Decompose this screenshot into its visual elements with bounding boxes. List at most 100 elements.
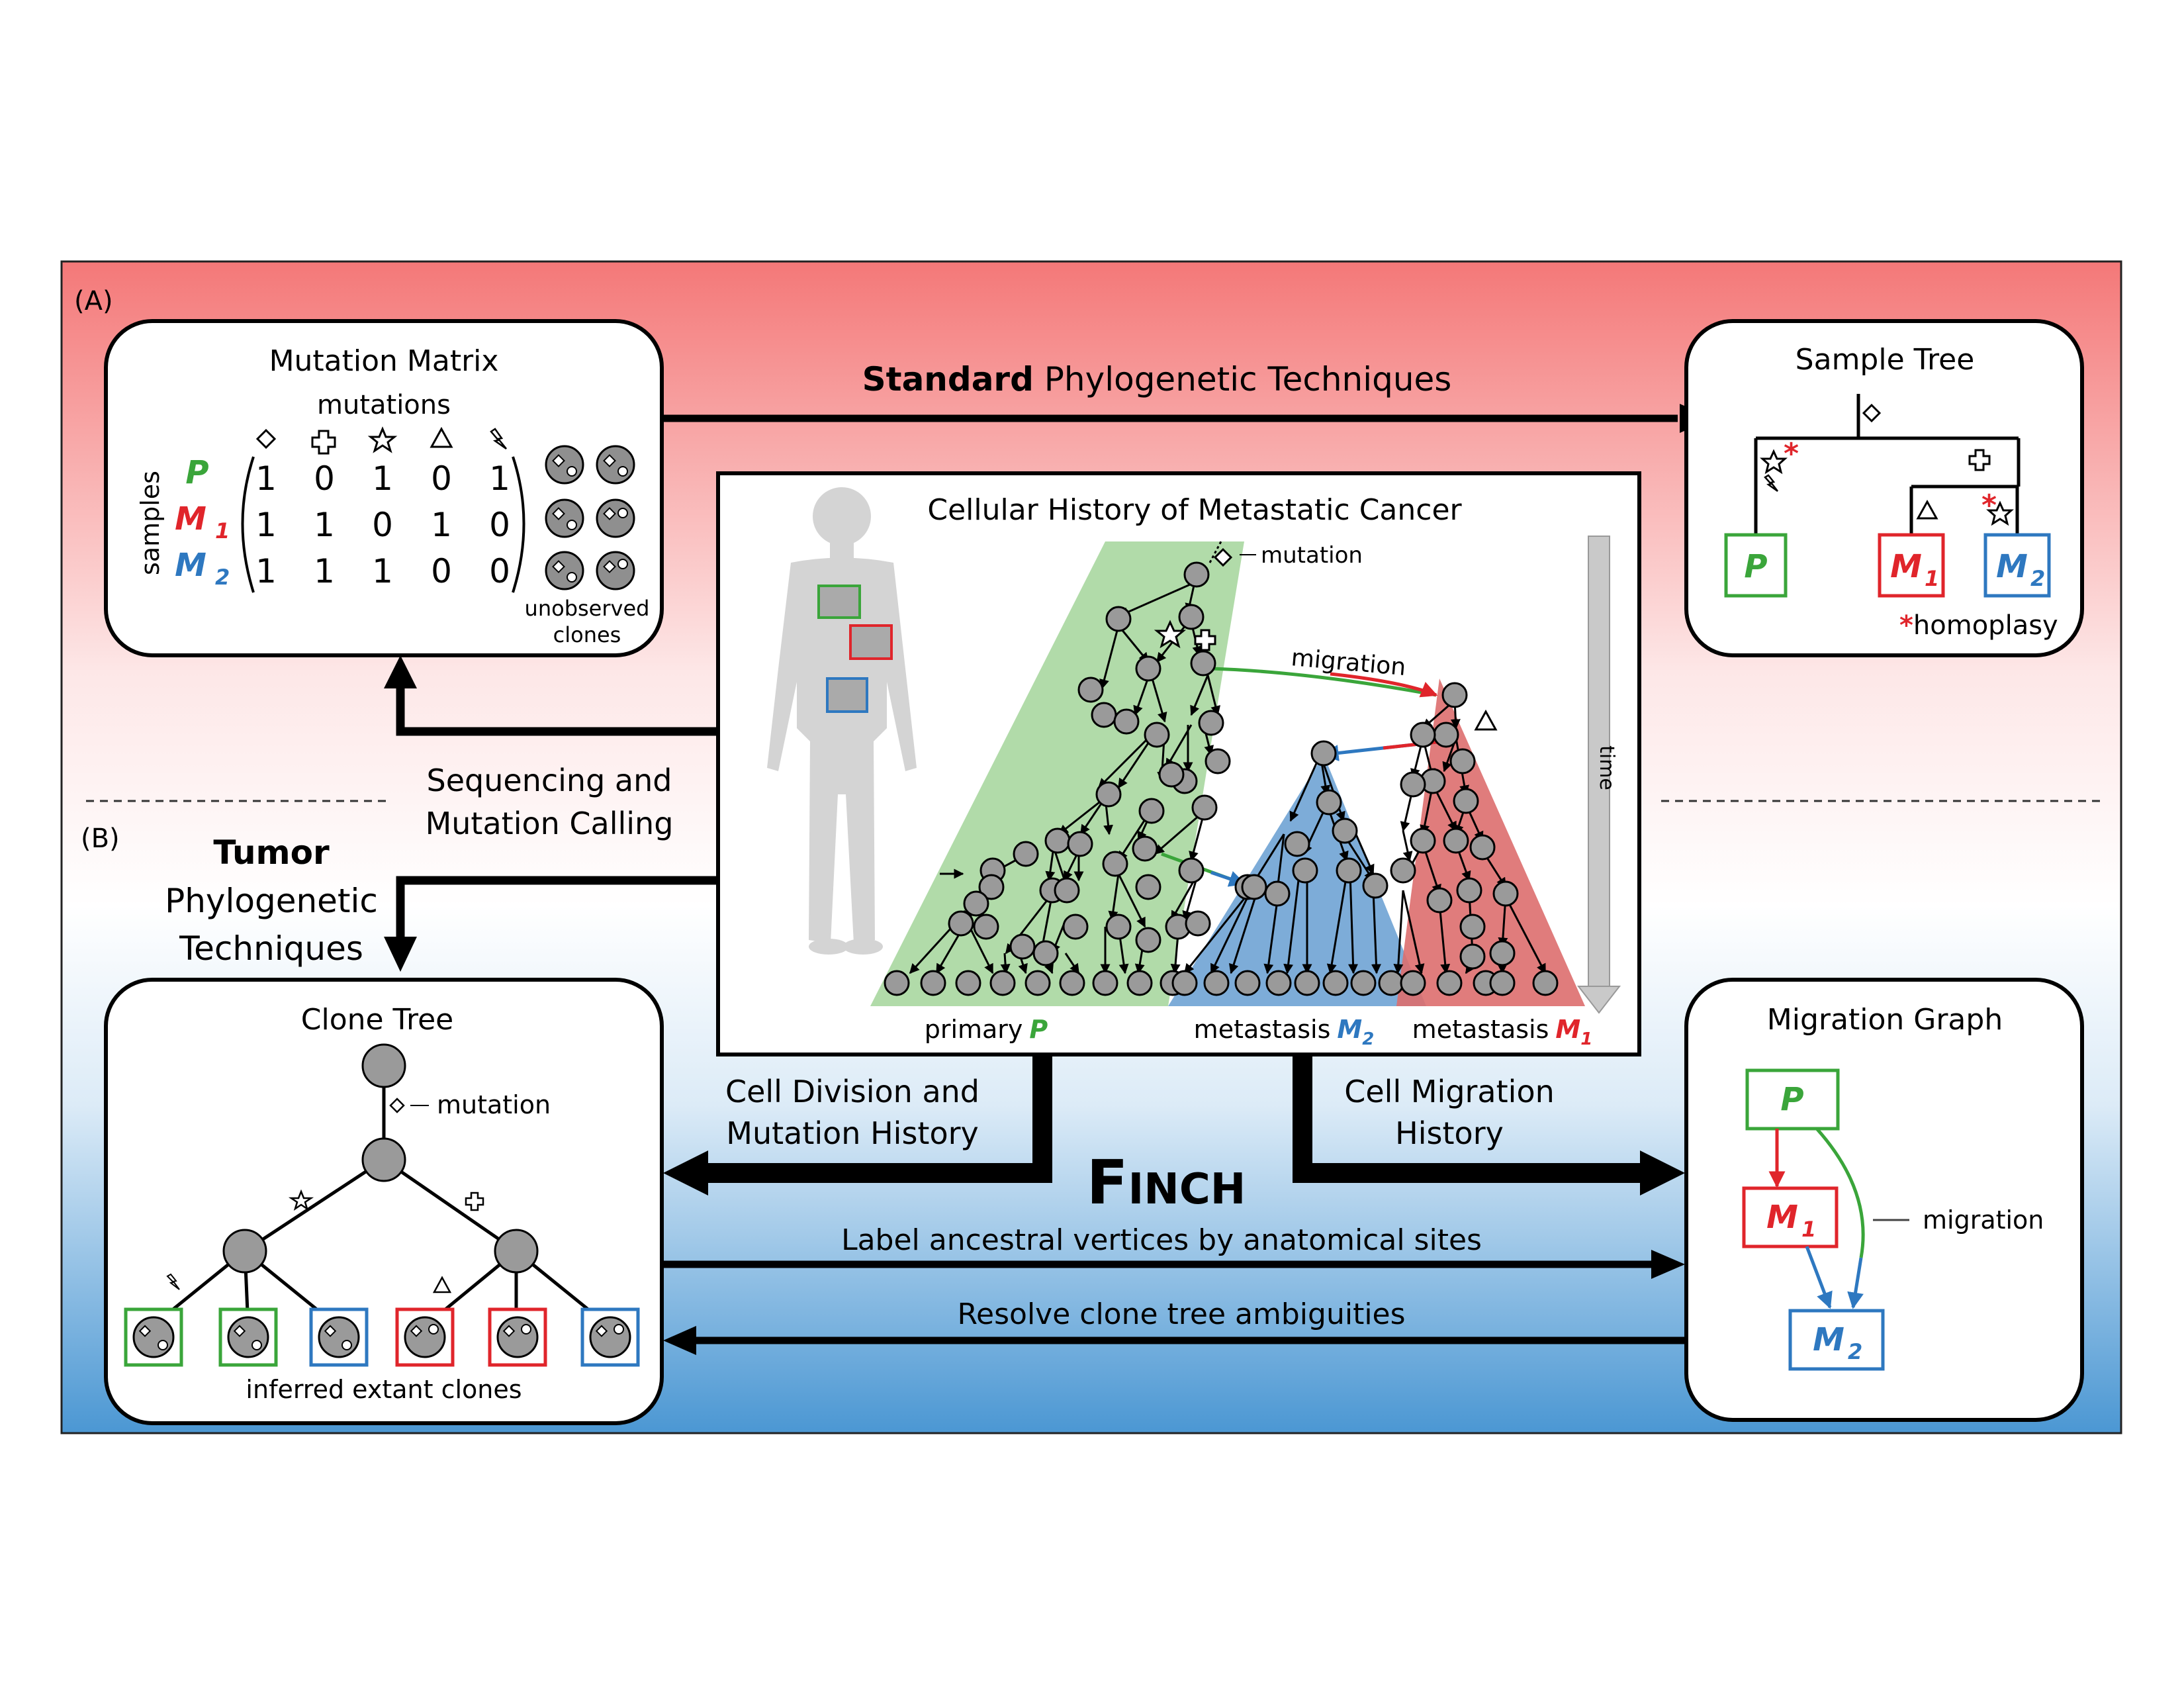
matrix-row-label-m2: M bbox=[175, 547, 206, 584]
leaf-box-m2 bbox=[1983, 533, 2051, 598]
leaf-box-p bbox=[1724, 533, 1788, 598]
mutation-matrix-title: Mutation Matrix bbox=[269, 344, 499, 378]
leaf-label-m1: M bbox=[1890, 548, 1922, 585]
matrix-cell: 0 bbox=[489, 506, 510, 544]
matrix-row-label-m1: M bbox=[175, 500, 206, 538]
mutation-dotted-edge bbox=[1208, 541, 1222, 563]
diamond-icon bbox=[255, 428, 277, 449]
met1-label: metastasis M1 bbox=[1412, 1015, 1593, 1049]
matrix-row-label-p: P bbox=[185, 454, 208, 491]
sample-tree-panel: Sample Tree * * P M 1 M 2 *homoplasy bbox=[1684, 319, 2084, 657]
graph-node-p bbox=[1745, 1068, 1840, 1131]
unobserved-label: unobserved bbox=[525, 596, 650, 621]
matrix-cell: 1 bbox=[255, 552, 277, 590]
primary-label: primary P bbox=[925, 1015, 1048, 1044]
star-icon bbox=[1154, 620, 1187, 649]
clone-mutation-label: mutation bbox=[437, 1090, 551, 1119]
homoplasy-asterisk: * bbox=[1784, 437, 1799, 471]
matrix-cell: 0 bbox=[431, 552, 452, 590]
triangle-icon bbox=[1474, 709, 1498, 731]
tumor-label-1: Tumor bbox=[213, 833, 330, 872]
star-icon bbox=[1986, 500, 2014, 526]
mutation-matrix-panel: Mutation Matrix mutations samples P M 1 … bbox=[104, 319, 664, 657]
mutations-label: mutations bbox=[317, 390, 451, 420]
homoplasy-note: *homoplasy bbox=[1899, 610, 2058, 641]
migration-graph-title: Migration Graph bbox=[1767, 1003, 2003, 1037]
clone-tree-title: Clone Tree bbox=[301, 1003, 453, 1037]
triangle-icon bbox=[1916, 499, 1938, 520]
cell-migration-label-2: History bbox=[1395, 1115, 1504, 1151]
star-icon bbox=[288, 1189, 314, 1211]
time-label: time bbox=[1595, 745, 1618, 790]
inferred-extant-clones-label: inferred extant clones bbox=[246, 1375, 522, 1404]
matrix-left-paren bbox=[241, 456, 255, 593]
matrix-cell: 1 bbox=[372, 459, 393, 498]
edge-m1-m2 bbox=[1805, 1246, 1833, 1309]
matrix-cell: 1 bbox=[314, 506, 335, 544]
mutation-label: mutation bbox=[1261, 542, 1363, 569]
sample-tree-title: Sample Tree bbox=[1796, 343, 1975, 377]
site-box-m2 bbox=[826, 677, 868, 713]
met2-label: metastasis M2 bbox=[1194, 1015, 1375, 1049]
diamond-icon bbox=[1213, 547, 1233, 567]
star-icon bbox=[367, 426, 398, 453]
clones-label: clones bbox=[553, 622, 621, 647]
cell-division-label-1: Cell Division and bbox=[725, 1074, 979, 1109]
migration-arrow-to-m1-red bbox=[1330, 672, 1438, 698]
matrix-cell: 1 bbox=[489, 459, 510, 498]
graph-node-m1-label: M bbox=[1766, 1199, 1798, 1236]
finch-title: Finch bbox=[1087, 1147, 1246, 1218]
matrix-row-sub-m2: 2 bbox=[215, 565, 230, 590]
cell-migration-label-1: Cell Migration bbox=[1344, 1074, 1555, 1109]
migration-graph-panel: Migration Graph P M 1 M 2 migration bbox=[1684, 978, 2084, 1422]
graph-node-m2-label: M bbox=[1813, 1321, 1844, 1358]
diamond-icon bbox=[389, 1098, 405, 1113]
clone-tree-panel: Clone Tree mutation bbox=[104, 978, 664, 1425]
leaf-label-m2: M bbox=[1996, 548, 2028, 585]
panel-label-b: (B) bbox=[81, 823, 120, 854]
matrix-values: 1 0 1 0 1 1 1 0 1 0 1 1 1 0 0 bbox=[255, 459, 510, 590]
graph-node-p-label: P bbox=[1780, 1081, 1803, 1118]
cross-icon bbox=[1968, 449, 1991, 471]
leaf-sub-m1: 1 bbox=[1925, 566, 1939, 591]
sequencing-label-1: Sequencing and bbox=[427, 763, 672, 798]
cellular-history-title: Cellular History of Metastatic Cancer bbox=[927, 493, 1462, 527]
tumor-label-3: Techniques bbox=[179, 929, 363, 968]
matrix-cell: 0 bbox=[372, 506, 393, 544]
cross-icon bbox=[465, 1192, 484, 1211]
standard-techniques-label: Standard Phylogenetic Techniques bbox=[862, 360, 1452, 399]
cellular-history-panel: Cellular History of Metastatic Cancer ti… bbox=[716, 471, 1641, 1056]
tumor-label-2: Phylogenetic bbox=[165, 882, 378, 920]
edge-p-m2-blue bbox=[1847, 1257, 1864, 1309]
matrix-cell: 0 bbox=[431, 459, 452, 498]
homoplasy-asterisk: * bbox=[1981, 489, 1997, 522]
graph-node-m2-sub: 2 bbox=[1848, 1339, 1862, 1364]
time-arrow: time bbox=[1576, 536, 1621, 1014]
star-icon bbox=[1760, 449, 1788, 475]
label-ancestral-text: Label ancestral vertices by anatomical s… bbox=[841, 1223, 1482, 1257]
migration-arrow-to-m1 bbox=[1210, 667, 1437, 697]
matrix-cell: 1 bbox=[431, 506, 452, 544]
clone-markers bbox=[552, 454, 628, 583]
finch-arrows bbox=[662, 1053, 1686, 1355]
graph-node-m2 bbox=[1788, 1309, 1885, 1371]
matrix-right-paren bbox=[512, 456, 525, 593]
sample-tree-edges bbox=[1754, 394, 2021, 535]
diamond-icon bbox=[1862, 403, 1882, 423]
matrix-cell: 1 bbox=[255, 506, 277, 544]
cross-icon bbox=[1194, 629, 1216, 651]
lightning-icon bbox=[490, 428, 507, 450]
site-box-primary bbox=[817, 585, 861, 619]
edge-p-m2-green bbox=[1815, 1127, 1865, 1258]
cells bbox=[884, 561, 1559, 996]
resolve-ambiguities-text: Resolve clone tree ambiguities bbox=[957, 1297, 1405, 1331]
leaf-label-p: P bbox=[1744, 548, 1767, 585]
graph-node-m1 bbox=[1742, 1186, 1839, 1248]
lightning-icon bbox=[1764, 474, 1778, 492]
samples-label: samples bbox=[136, 471, 165, 575]
leaf-sub-m2: 2 bbox=[2030, 566, 2045, 591]
sequencing-label-2: Mutation Calling bbox=[426, 806, 674, 841]
panel-label-a: (A) bbox=[74, 286, 113, 316]
matrix-cell: 0 bbox=[489, 552, 510, 590]
